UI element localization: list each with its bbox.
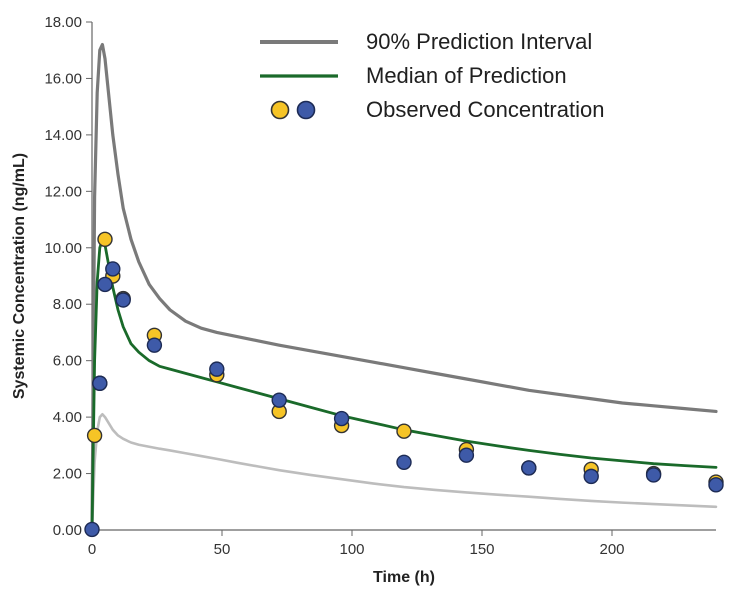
y-tick-label: 10.00	[44, 240, 82, 257]
observed-point-blue	[335, 412, 349, 426]
observed-point-blue	[147, 338, 161, 352]
x-tick-label: 50	[214, 541, 231, 558]
observed-point-blue	[93, 376, 107, 390]
y-tick-label: 8.00	[53, 296, 82, 313]
y-tick-label: 18.00	[44, 14, 82, 31]
y-tick-label: 14.00	[44, 127, 82, 144]
observed-point-blue	[106, 262, 120, 276]
observed-point-blue	[272, 393, 286, 407]
observed-point-blue	[709, 478, 723, 492]
legend-swatch-marker	[298, 102, 315, 119]
legend-label: 90% Prediction Interval	[366, 29, 592, 54]
x-tick-label: 150	[469, 541, 494, 558]
x-axis-label: Time (h)	[373, 569, 435, 586]
pk-chart: 0.00 2.00 4.00 6.00 8.00 10.00 12.00 14.00 16.00…	[0, 0, 730, 595]
observed-point-yellow	[88, 428, 102, 442]
observed-point-yellow	[98, 232, 112, 246]
y-tick-label: 6.00	[53, 353, 82, 370]
y-tick-label: 2.00	[53, 466, 82, 483]
observed-point-blue	[210, 362, 224, 376]
x-tick-label: 200	[599, 541, 624, 558]
x-tick-label: 100	[339, 541, 364, 558]
legend-swatch-marker	[272, 102, 289, 119]
observed-point-blue	[522, 461, 536, 475]
observed-point-blue	[397, 455, 411, 469]
observed-point-blue	[647, 468, 661, 482]
legend-label: Observed Concentration	[366, 97, 604, 122]
observed-point-blue	[459, 448, 473, 462]
y-tick-label: 0.00	[53, 522, 82, 539]
y-tick-label: 4.00	[53, 409, 82, 426]
observed-point-blue	[85, 522, 99, 536]
legend-label: Median of Prediction	[366, 63, 567, 88]
y-tick-label: 16.00	[44, 70, 82, 87]
observed-point-yellow	[397, 424, 411, 438]
y-axis-label: Systemic Concentration (ng/mL)	[11, 153, 28, 399]
observed-point-blue	[584, 469, 598, 483]
observed-point-blue	[116, 293, 130, 307]
x-tick-label: 0	[88, 541, 96, 558]
observed-point-blue	[98, 277, 112, 291]
y-tick-label: 12.00	[44, 183, 82, 200]
